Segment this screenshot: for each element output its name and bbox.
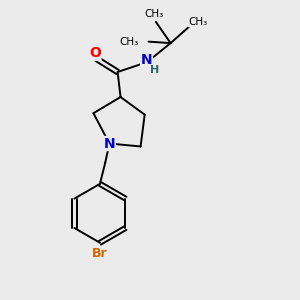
Text: CH₃: CH₃ <box>119 37 138 46</box>
Text: Br: Br <box>92 248 108 260</box>
Text: H: H <box>150 64 159 75</box>
Text: CH₃: CH₃ <box>144 9 163 19</box>
Text: N: N <box>103 136 115 151</box>
Text: CH₃: CH₃ <box>188 16 207 27</box>
Text: N: N <box>141 53 152 67</box>
Text: O: O <box>89 46 101 60</box>
